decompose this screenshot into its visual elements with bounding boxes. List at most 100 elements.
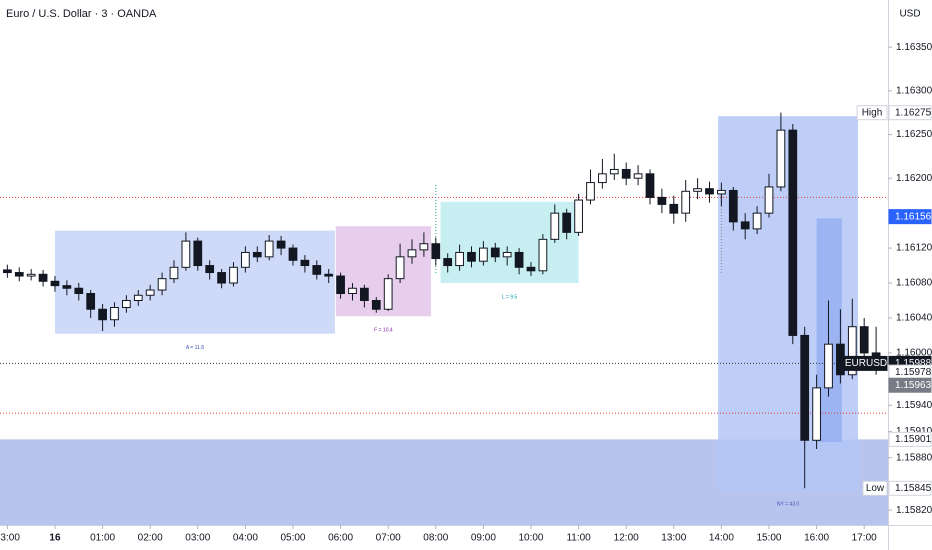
price-badge-label: 1.15845 (895, 483, 932, 494)
candle-body (14, 272, 24, 277)
candle-body (252, 251, 262, 258)
candle-body (586, 182, 595, 201)
y-tick-label: 1.15880 (896, 452, 932, 463)
x-tick-label: 04:00 (233, 533, 258, 544)
candle-body (705, 188, 714, 195)
candle-body (836, 343, 845, 376)
y-tick-label: 1.16000 (896, 348, 932, 359)
candle-body (324, 273, 334, 277)
zone-label: NY = 43.0 (777, 501, 800, 507)
x-tick-label: 05:00 (280, 533, 305, 544)
x-tick-label: 10:00 (518, 533, 543, 544)
candle-body (229, 266, 238, 284)
candle-body (847, 326, 857, 376)
y-tick-label: 1.16350 (896, 42, 932, 53)
candle-body (574, 199, 583, 233)
price-tag-label: EURUSD (845, 358, 887, 369)
candle-body (526, 266, 536, 272)
candle-body (800, 334, 810, 441)
x-tick-label: 16:00 (804, 533, 829, 544)
x-tick-label: 13:00 (661, 533, 686, 544)
y-tick-label: 1.16040 (896, 313, 932, 324)
candle-body (550, 212, 560, 240)
price-badge-label: 1.15901 (895, 434, 932, 445)
candle-body (824, 343, 833, 389)
y-tick-label: 1.16250 (896, 129, 932, 140)
x-tick-label: 01:00 (90, 533, 115, 544)
candle-body (490, 247, 500, 258)
x-tick-label: 14:00 (709, 533, 734, 544)
zone-label: L = 9.5 (502, 294, 517, 300)
candle-body (479, 247, 488, 262)
candle-body (812, 387, 821, 441)
candle-body (145, 289, 155, 296)
price-tag-label: Low (866, 483, 885, 494)
candle-body (467, 251, 476, 262)
x-tick-label: 23:00 (0, 533, 20, 544)
y-tick-label: 1.16300 (896, 85, 932, 96)
candle-body (371, 299, 381, 310)
candle-body (3, 269, 12, 274)
candle-body (336, 275, 345, 295)
candle-body (717, 189, 726, 195)
candle-body (157, 278, 167, 291)
y-tick-label: 1.15820 (896, 505, 932, 516)
candle-body (443, 258, 453, 267)
price-badge-label: 1.16275 (895, 107, 932, 118)
candle-body (181, 240, 191, 268)
candle-body (241, 251, 250, 268)
candle-body (86, 293, 96, 310)
price-badge (888, 377, 932, 393)
candle-body (455, 251, 464, 267)
candle-body (193, 240, 203, 267)
candle-body (502, 251, 512, 258)
x-tick-label: 11:00 (566, 533, 591, 544)
price-badge-label: 1.15978 (895, 367, 932, 378)
candle-body (859, 326, 869, 354)
candle-body (633, 173, 643, 179)
price-tag-label: High (862, 107, 883, 118)
zone-label: F = 10.4 (374, 328, 393, 334)
candle-body (300, 259, 310, 267)
price-tag (862, 480, 888, 496)
candle-body (98, 308, 107, 321)
candle-body (395, 256, 405, 280)
price-badge (888, 480, 932, 496)
candle-body (645, 173, 655, 198)
candle-body (752, 212, 762, 230)
currency: USD (899, 9, 920, 20)
candle-body (764, 186, 774, 214)
candle-body (407, 249, 417, 258)
candle-body (348, 287, 357, 295)
candle-body (383, 278, 393, 310)
price-badge (888, 209, 932, 225)
candle-body (38, 273, 48, 282)
plot: A = 11.8 F = 10.4 L = 9.5 NY = 43.0 (0, 112, 888, 525)
candle-body (657, 196, 667, 205)
candle-body (110, 306, 119, 321)
price-tag (844, 355, 888, 371)
candle-body (562, 212, 572, 233)
x-tick-label: 17:00 (852, 533, 877, 544)
price-badge (888, 431, 932, 447)
x-tick-label: 02:00 (138, 533, 163, 544)
candle-body (621, 168, 631, 179)
x-tick-label: 07:00 (376, 533, 401, 544)
price-badge-label: 1.15963 (895, 380, 932, 391)
candle-body (74, 287, 84, 295)
price-badge-label: 1.16156 (895, 211, 932, 222)
candle-body (264, 240, 274, 258)
candle-body (133, 294, 143, 301)
candle-body (288, 247, 298, 261)
candle-body (740, 221, 750, 230)
candle-body (776, 129, 786, 188)
candle-body (312, 265, 322, 275)
candle-body (419, 243, 429, 251)
candle-body (693, 188, 702, 192)
y-tick-label: 1.16200 (896, 173, 932, 184)
y-tick-label: 1.15940 (896, 400, 932, 411)
zone-label: A = 11.8 (186, 345, 204, 351)
candle-body (50, 280, 60, 287)
